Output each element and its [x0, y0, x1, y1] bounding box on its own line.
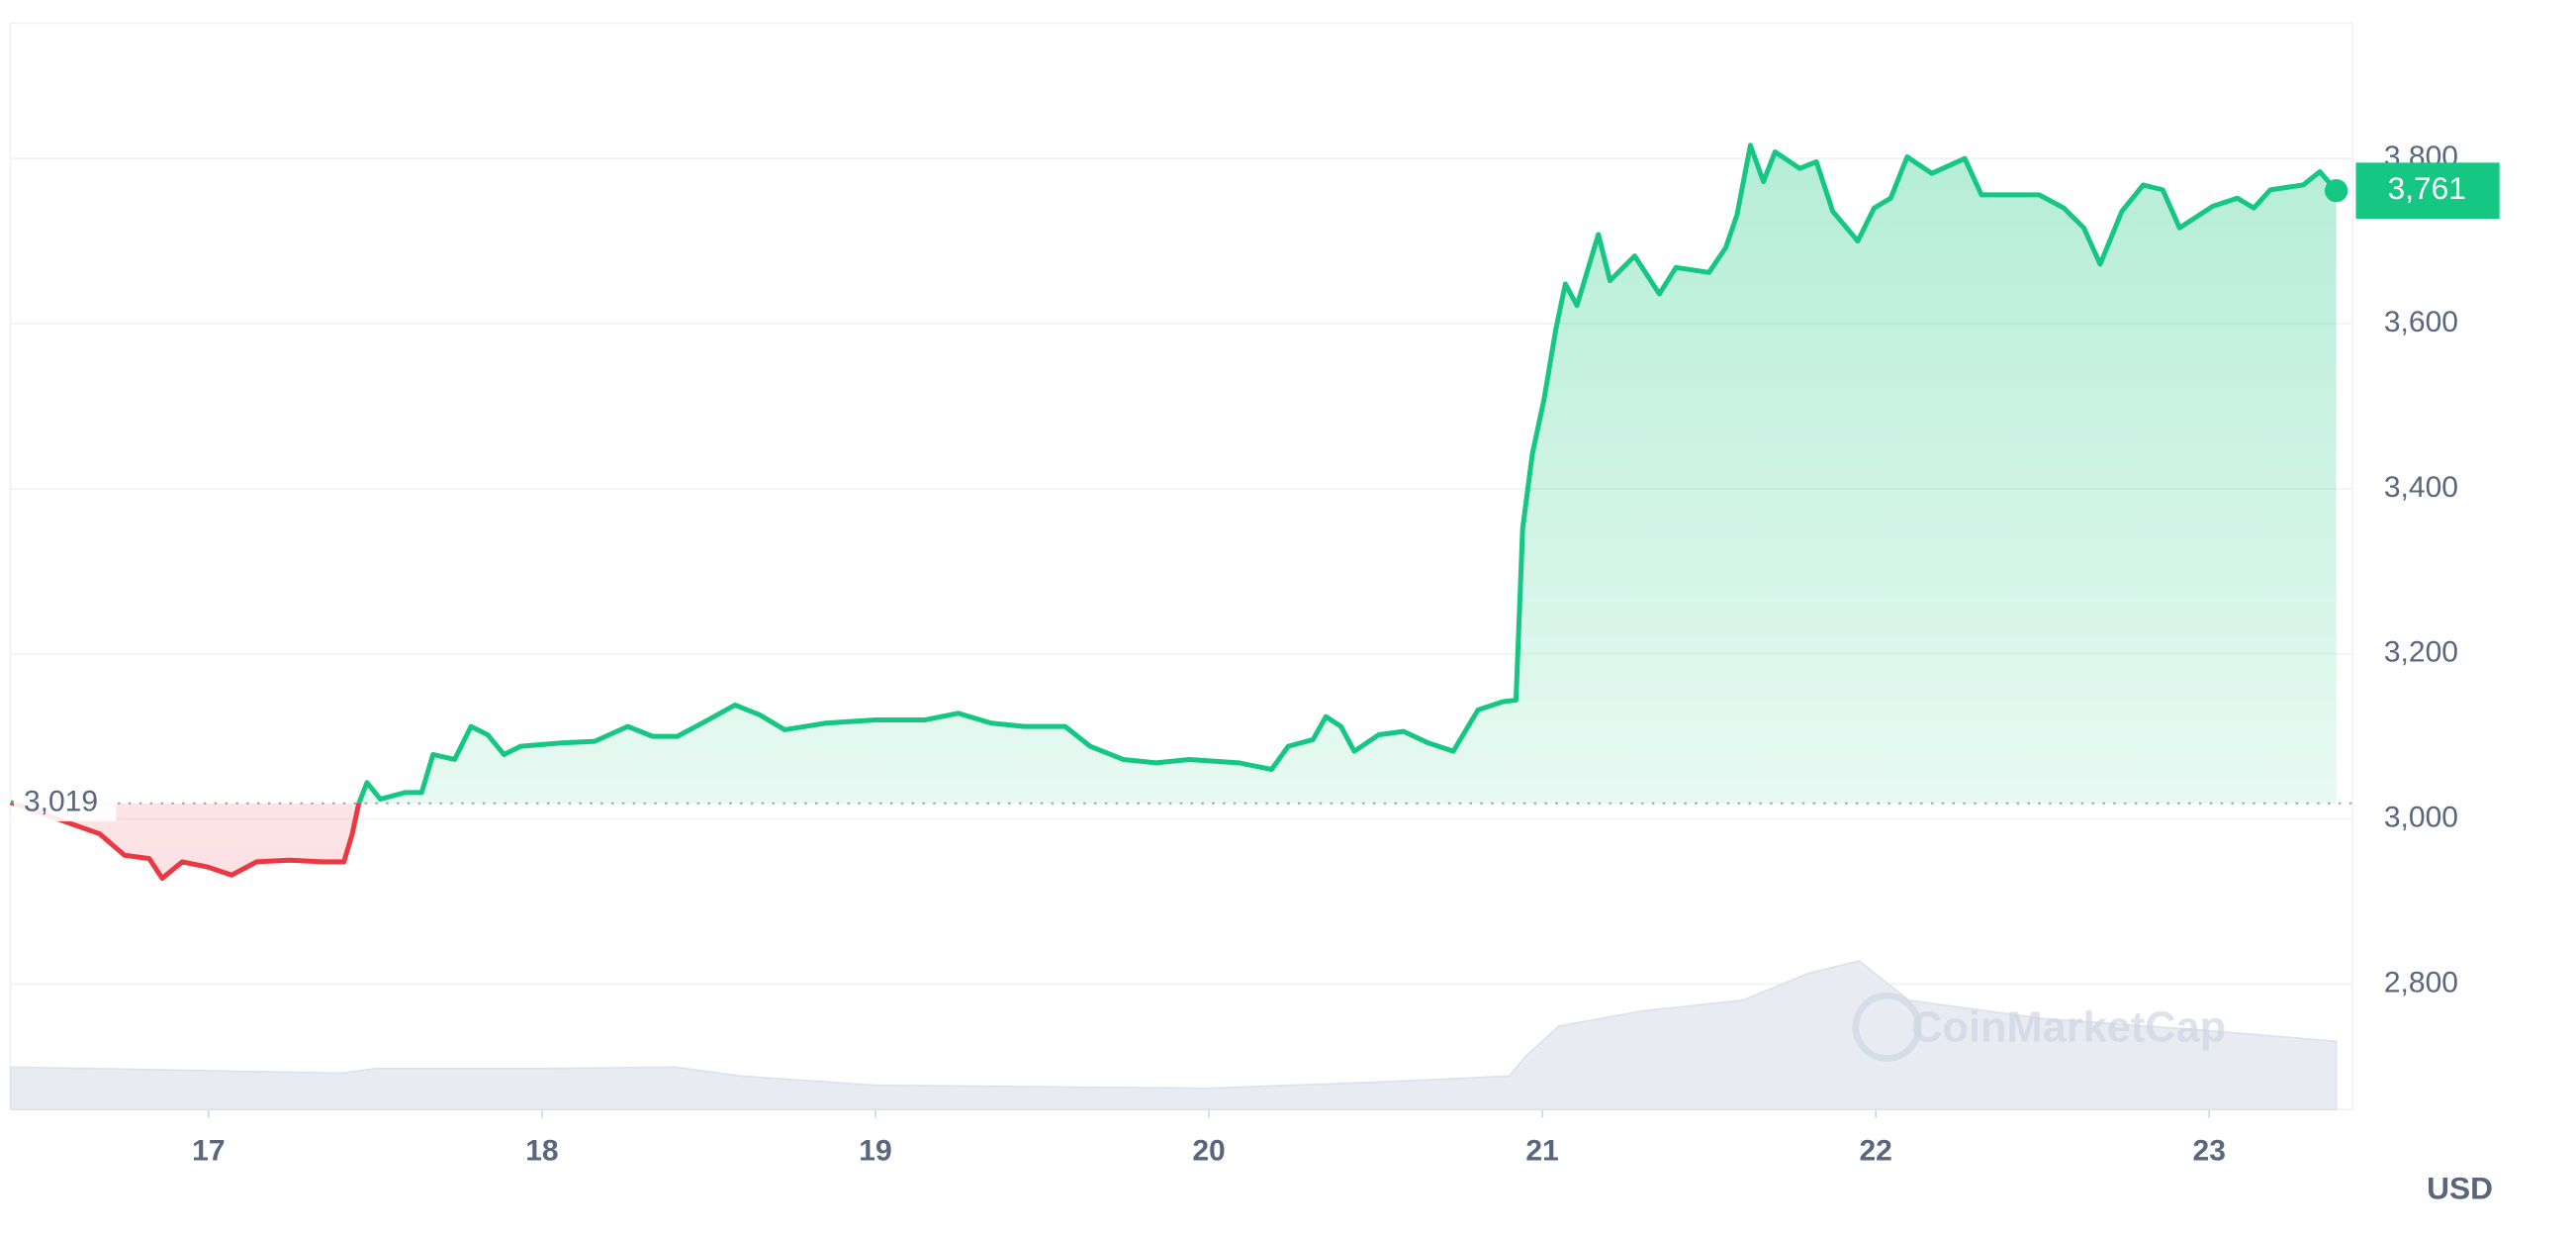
area-up — [10, 144, 2337, 804]
y-tick-label: 3,200 — [2384, 636, 2458, 669]
area-down — [10, 803, 2337, 879]
x-tick-label: 18 — [525, 1135, 558, 1168]
y-tick-label: 3,400 — [2384, 471, 2458, 504]
unit-label: USD — [2427, 1170, 2493, 1205]
baseline-label-bg — [13, 782, 117, 822]
current-price-bg — [2355, 162, 2500, 220]
last-point — [2324, 179, 2348, 203]
y-tick-label: 2,800 — [2384, 966, 2458, 998]
x-tick-label: 19 — [859, 1135, 891, 1168]
x-tick-label: 22 — [1859, 1135, 1891, 1168]
volume-area — [9, 960, 2338, 1111]
watermark: CoinMarketCap — [1911, 1004, 2226, 1052]
y-tick-label: 3,600 — [2384, 306, 2458, 338]
y-tick-label: 3,000 — [2384, 801, 2458, 833]
price-line-up — [10, 142, 2339, 804]
x-tick-label: 23 — [2193, 1135, 2226, 1168]
watermark-logo — [1852, 992, 1922, 1062]
baseline-label: 3,019 — [24, 786, 98, 818]
x-tick-label: 17 — [192, 1135, 225, 1168]
current-price-label: 3,761 — [2388, 170, 2466, 206]
x-tick-label: 21 — [1525, 1135, 1558, 1168]
x-tick-label: 20 — [1192, 1135, 1225, 1168]
